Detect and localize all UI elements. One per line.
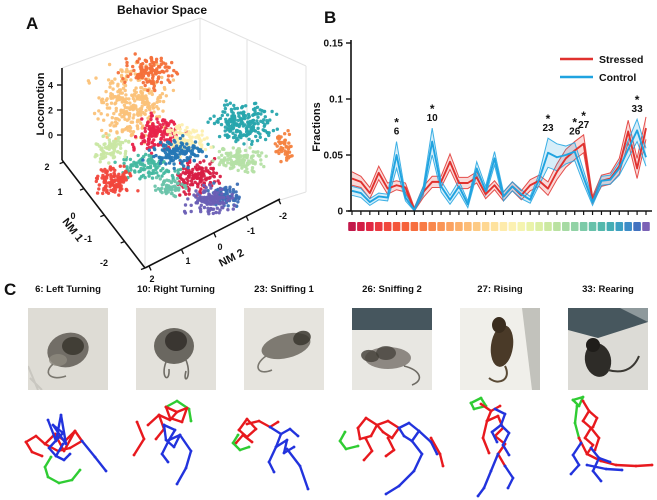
c-label-left-turning: 6: Left Turning [35,284,101,295]
svg-text:4: 4 [48,81,53,91]
behavior-photo-2 [136,308,216,390]
pose-skeleton-2 [120,394,232,498]
panel-a-title: Behavior Space [116,3,208,17]
svg-text:Fractions: Fractions [311,102,323,152]
svg-text:*: * [635,93,640,107]
svg-text:0.1: 0.1 [329,95,343,106]
svg-text:NM 1: NM 1 [60,216,86,244]
pose-skeleton-1 [12,394,124,498]
svg-text:Stressed: Stressed [599,54,643,66]
behavior-photo-5 [460,308,540,390]
svg-text:Control: Control [599,72,636,84]
svg-text:26: 26 [569,127,581,138]
svg-text:0.05: 0.05 [324,151,344,162]
svg-text:-1: -1 [84,234,92,244]
c-label-sniffing-2: 26: Sniffing 2 [362,284,422,295]
c-label-rising: 27: Rising [477,284,523,295]
behavior-photo-1 [28,308,108,390]
pose-skeleton-5 [444,394,556,498]
svg-text:1: 1 [185,256,190,266]
svg-text:*: * [581,109,586,123]
svg-text:*: * [394,116,399,130]
behavior-photo-6 [568,308,648,390]
svg-text:-2: -2 [100,258,108,268]
svg-text:2: 2 [44,162,49,172]
svg-text:-1: -1 [247,226,255,236]
panel-b-letter: B [324,8,337,27]
svg-text:-2: -2 [279,211,287,221]
svg-text:2: 2 [149,274,154,284]
panel-c-letter: C [4,280,17,299]
svg-text:6: 6 [394,127,400,138]
panel-a-letter: A [26,14,39,33]
pose-skeleton-3 [228,394,340,498]
svg-text:27: 27 [578,120,590,131]
pose-skeleton-6 [552,394,657,498]
svg-text:33: 33 [632,104,644,115]
c-label-sniffing-1: 23: Sniffing 1 [254,284,314,295]
svg-text:*: * [572,116,577,130]
pose-skeleton-4 [336,394,448,498]
svg-text:*: * [430,102,435,116]
behavior-photo-3 [244,308,324,390]
c-label-rearing: 33: Rearing [582,284,634,295]
svg-text:1: 1 [57,187,62,197]
svg-text:Locomotion: Locomotion [35,72,47,135]
svg-text:10: 10 [427,113,439,124]
svg-text:0.15: 0.15 [324,39,344,50]
svg-text:0: 0 [217,242,222,252]
svg-text:2: 2 [48,106,53,116]
svg-text:0: 0 [337,207,343,218]
svg-text:23: 23 [542,123,554,134]
svg-text:0: 0 [70,211,75,221]
c-label-right-turning: 10: Right Turning [137,284,215,295]
behavior-photo-4 [352,308,432,390]
svg-text:0: 0 [48,131,53,141]
svg-text:*: * [546,112,551,126]
